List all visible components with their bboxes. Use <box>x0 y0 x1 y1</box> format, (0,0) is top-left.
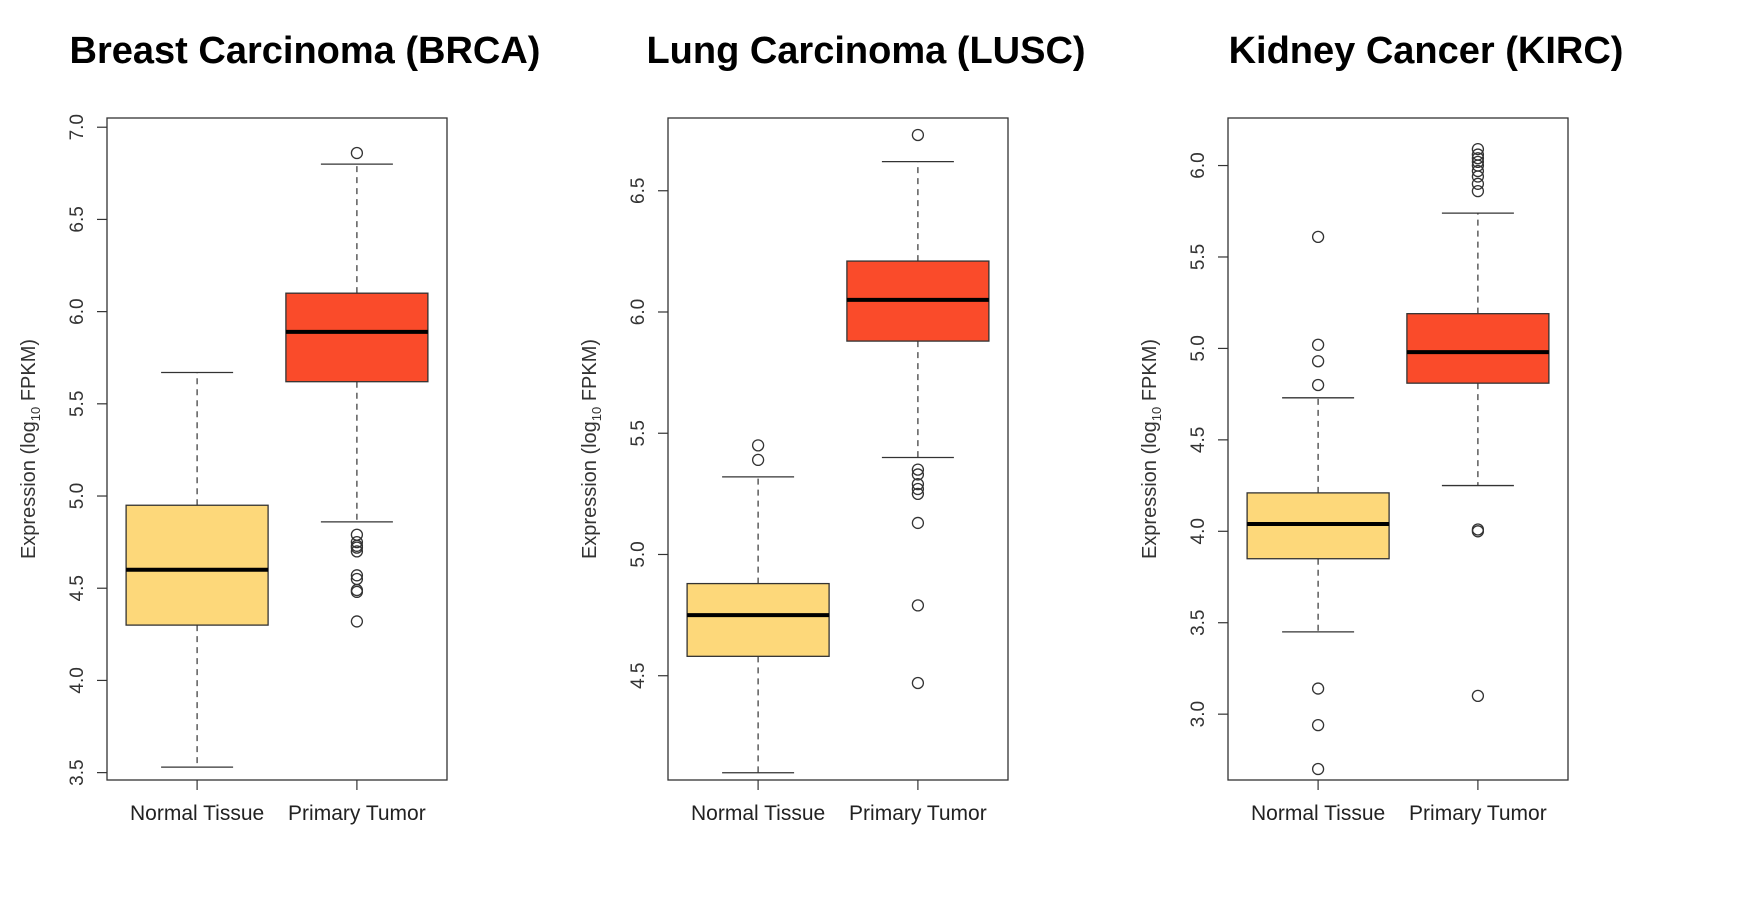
outlier-point <box>350 541 364 554</box>
outlier-point <box>1311 230 1325 244</box>
y-tick-label: 6.0 <box>1188 152 1209 178</box>
plot-frame <box>106 117 448 781</box>
chart-title: Kidney Cancer (KIRC) <box>1228 30 1624 72</box>
outlier-point <box>911 482 925 496</box>
iqr-box <box>125 504 269 626</box>
outlier-point <box>911 128 925 142</box>
outlier-point <box>350 569 364 582</box>
y-tick-label: 5.5 <box>628 420 649 446</box>
y-tick-label: 5.0 <box>628 541 649 567</box>
outlier-point <box>1311 682 1325 695</box>
y-tick-label: 6.5 <box>67 206 88 232</box>
x-category-label: Primary Tumor <box>849 802 987 825</box>
y-tick-label: 5.0 <box>67 483 88 509</box>
box-primary-tumor <box>846 128 990 690</box>
chart-panel-lusc: Lung Carcinoma (LUSC) 4.5 5.0 5.5 6.0 6.5 Exp… <box>576 0 1156 911</box>
outlier-point <box>1471 184 1485 198</box>
outlier-point <box>911 599 925 612</box>
outlier-point <box>350 146 364 160</box>
outlier-point <box>911 516 925 530</box>
outlier-point <box>1471 525 1485 538</box>
outlier-point <box>1471 177 1485 190</box>
box-normal-tissue <box>686 439 830 774</box>
outlier-point <box>751 439 765 452</box>
x-category-label: Normal Tissue <box>130 802 264 825</box>
y-tick-label: 5.5 <box>1188 244 1209 270</box>
y-tick-label: 5.0 <box>1188 335 1209 361</box>
outlier-point <box>911 487 925 501</box>
outlier-point <box>911 676 925 690</box>
chart-panel-brca: Breast Carcinoma (BRCA) 3.5 4.0 4.5 5.0 5.5 6… <box>15 0 595 911</box>
iqr-box <box>1406 313 1550 384</box>
chart-panel-kirc: Kidney Cancer (KIRC) 3.0 3.5 4.0 4.5 5.0 5.5 6… <box>1136 0 1716 911</box>
y-tick-label: 3.5 <box>1188 610 1209 636</box>
outlier-point <box>1471 142 1485 156</box>
x-category-label: Normal Tissue <box>1251 802 1385 825</box>
outlier-point <box>1471 170 1485 183</box>
plot-frame <box>1227 117 1569 781</box>
box-primary-tumor <box>1406 142 1550 703</box>
outlier-point <box>911 463 925 476</box>
y-tick-label: 4.0 <box>67 667 88 693</box>
outlier-point <box>350 585 364 599</box>
outlier-point <box>1471 689 1485 703</box>
x-category-label: Primary Tumor <box>1409 802 1547 825</box>
outlier-point <box>1471 164 1485 178</box>
y-tick-label: 5.5 <box>67 391 88 417</box>
box-normal-tissue <box>125 371 269 768</box>
plot-frame <box>667 117 1009 781</box>
outlier-point <box>1311 338 1325 351</box>
outlier-point <box>1311 378 1325 392</box>
y-tick-label: 4.5 <box>67 575 88 601</box>
outlier-point <box>350 535 364 549</box>
x-category-label: Normal Tissue <box>691 802 825 825</box>
outlier-point <box>1311 718 1325 732</box>
outlier-point <box>350 615 364 628</box>
y-tick-label: 4.5 <box>1188 427 1209 453</box>
y-tick-label: 6.5 <box>628 178 649 204</box>
y-tick-label: 4.5 <box>628 663 649 689</box>
y-axis-label: Expression (log10 FPKM) <box>18 339 43 559</box>
outlier-point <box>751 453 765 467</box>
y-tick-label: 3.5 <box>67 759 88 785</box>
box-primary-tumor <box>285 146 429 628</box>
y-tick-label: 6.0 <box>67 298 88 324</box>
box-normal-tissue <box>1246 230 1390 776</box>
chart-title: Lung Carcinoma (LUSC) <box>646 30 1086 72</box>
outlier-point <box>1311 355 1325 368</box>
y-tick-label: 6.0 <box>628 299 649 325</box>
boxplot-brca: 3.5 4.0 4.5 5.0 5.5 6.0 6.5 7.0 Expression (log1… <box>18 114 448 825</box>
boxplot-kirc: 3.0 3.5 4.0 4.5 5.0 5.5 6.0 Expression (log10 F… <box>1139 117 1569 825</box>
outlier-point <box>1471 152 1485 165</box>
boxplot-lusc: 4.5 5.0 5.5 6.0 6.5 Expression (log10 FPKM) No… <box>579 117 1009 825</box>
y-tick-label: 3.0 <box>1188 701 1209 727</box>
x-category-label: Primary Tumor <box>288 802 426 825</box>
y-axis-label: Expression (log10 FPKM) <box>579 339 604 559</box>
outlier-point <box>911 478 925 491</box>
y-tick-label: 7.0 <box>67 114 88 140</box>
outlier-point <box>1471 155 1485 169</box>
iqr-box <box>285 292 429 383</box>
chart-title: Breast Carcinoma (BRCA) <box>69 30 541 72</box>
outlier-point <box>350 545 364 558</box>
y-axis-label: Expression (log10 FPKM) <box>1139 339 1164 559</box>
y-tick-label: 4.0 <box>1188 518 1209 544</box>
iqr-box <box>686 582 830 657</box>
outlier-point <box>1311 762 1325 776</box>
outlier-point <box>911 468 925 481</box>
